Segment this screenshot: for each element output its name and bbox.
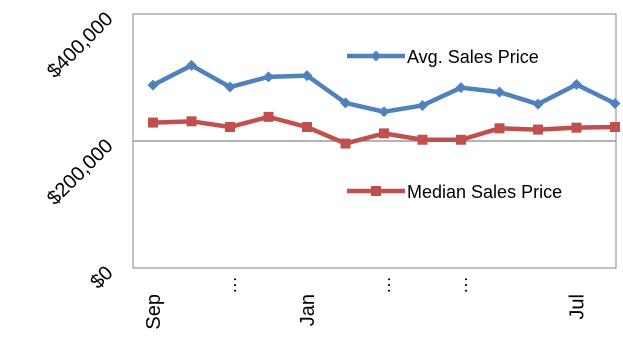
- y-tick-label: $200,000: [43, 135, 118, 210]
- data-point: [417, 99, 428, 111]
- data-point: [224, 81, 236, 93]
- x-tick-label: Jul: [567, 294, 589, 320]
- series-line: [150, 63, 618, 115]
- data-point: [379, 128, 389, 139]
- x-tick-labels: Sep…Jan……JulSep: [143, 276, 589, 330]
- data-point: [263, 71, 274, 83]
- data-point: [494, 123, 505, 134]
- data-point: [225, 122, 235, 133]
- data-point: [456, 134, 466, 145]
- data-point: [494, 86, 505, 98]
- data-point: [378, 106, 390, 118]
- series-layer: [147, 59, 621, 149]
- legend: Avg. Sales Price Median Sales Price: [347, 47, 562, 202]
- legend-marker: [371, 186, 381, 196]
- data-point: [532, 98, 544, 110]
- legend-marker: [370, 50, 382, 62]
- data-point: [417, 134, 428, 145]
- data-point: [340, 97, 351, 109]
- legend-label: Avg. Sales Price: [407, 47, 539, 67]
- x-tick-label: …: [374, 276, 394, 294]
- data-point: [186, 116, 197, 127]
- data-point: [147, 79, 159, 91]
- x-tick-label: Jan: [297, 294, 319, 326]
- legend-item-avg-sales-price: Avg. Sales Price: [347, 47, 539, 67]
- data-point: [148, 117, 158, 128]
- y-tick-labels: $0 $200,000 $400,000: [43, 8, 118, 293]
- x-tick-label: …: [451, 276, 471, 294]
- data-point: [301, 70, 313, 82]
- data-point: [609, 98, 621, 110]
- data-point: [186, 59, 197, 71]
- x-tick-label: …: [220, 276, 240, 294]
- data-point: [571, 122, 582, 133]
- y-tick-label: $400,000: [43, 8, 118, 83]
- data-point: [455, 82, 467, 94]
- data-point: [610, 122, 620, 133]
- data-point: [340, 138, 351, 149]
- data-point: [263, 111, 274, 122]
- y-tick-label: $0: [86, 262, 117, 293]
- data-point: [302, 122, 312, 133]
- legend-item-median-sales-price: Median Sales Price: [347, 182, 562, 202]
- data-point: [533, 124, 543, 135]
- series-median-sales-price: [148, 111, 620, 149]
- series-avg-sales-price: [147, 59, 621, 118]
- data-point: [571, 78, 582, 90]
- legend-label: Median Sales Price: [407, 182, 562, 202]
- x-tick-label: Sep: [143, 294, 165, 330]
